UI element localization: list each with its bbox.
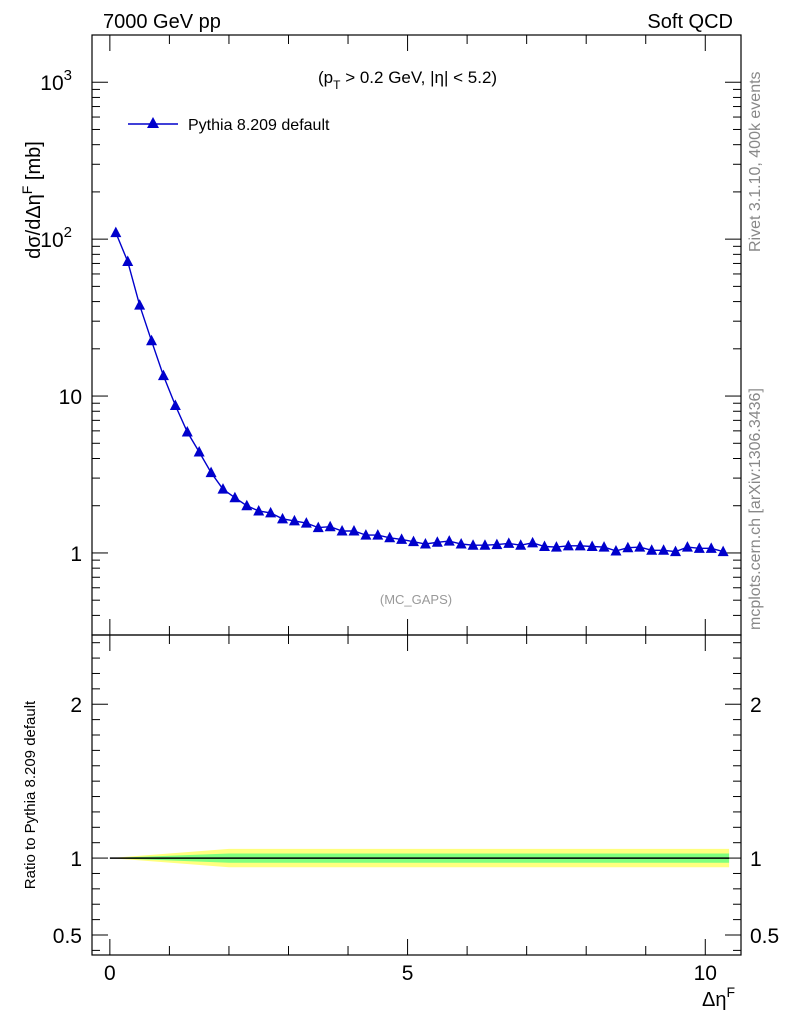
data-point: [193, 445, 205, 457]
series-line: [115, 232, 724, 553]
data-point: [372, 529, 384, 540]
data-point: [396, 533, 408, 544]
data-point: [646, 544, 658, 555]
data-point: [550, 541, 562, 552]
data-point: [217, 483, 229, 494]
ratio-y-axis-label: Ratio to Pythia 8.209 default: [22, 700, 39, 889]
main-y-tick-label: 102: [40, 224, 72, 252]
cut-annotation: (pT > 0.2 GeV, |η| < 5.2): [318, 68, 497, 92]
data-point: [705, 542, 717, 553]
data-point: [562, 539, 574, 551]
legend-label: Pythia 8.209 default: [188, 117, 330, 134]
main-panel: 1 10 102 103 dσ/dΔηF [mb] (pT > 0.2 GeV, |η…: [19, 34, 742, 636]
data-point: [610, 544, 622, 556]
data-point: [670, 545, 682, 557]
legend: Pythia 8.209 default: [128, 117, 330, 134]
x-tick-label: 5: [402, 962, 414, 985]
data-point: [515, 539, 527, 550]
data-point: [312, 521, 324, 533]
main-y-tick-label: 103: [40, 67, 72, 95]
data-point: [693, 542, 705, 553]
data-point: [622, 541, 634, 553]
header-left-label: 7000 GeV pp: [103, 11, 221, 33]
data-point: [205, 466, 217, 478]
data-point: [574, 539, 586, 551]
data-point: [169, 399, 181, 411]
legend-marker: [147, 117, 159, 128]
data-point: [658, 544, 670, 555]
analysis-tag: (MC_GAPS): [380, 592, 452, 607]
data-point: [598, 541, 610, 552]
data-point: [110, 226, 122, 238]
rivet-version-label: Rivet 3.1.10, 400k events: [747, 71, 764, 252]
main-y-axis-label: dσ/dΔηF [mb]: [19, 141, 45, 259]
ratio-y-tick-label-left: 1: [70, 848, 82, 871]
x-tick-label: 0: [104, 962, 116, 985]
ratio-y-tick-label-right: 1: [750, 848, 762, 871]
data-point: [503, 537, 515, 548]
data-point: [181, 426, 193, 437]
ratio-axis-ticks: [92, 635, 741, 955]
main-y-tick-label: 10: [59, 386, 82, 409]
data-point: [681, 541, 693, 552]
data-point: [229, 491, 241, 503]
main-series-group: [110, 226, 729, 557]
data-point: [467, 539, 479, 550]
data-point: [336, 525, 348, 536]
data-point: [122, 255, 134, 267]
data-point: [277, 512, 289, 524]
data-point: [146, 334, 158, 346]
data-point: [443, 535, 455, 546]
x-tick-labels: 0 5 10: [104, 962, 717, 985]
main-y-tick-labels: 1 10 102 103: [40, 67, 82, 566]
data-point: [241, 499, 253, 511]
data-point: [384, 531, 396, 543]
data-point: [539, 540, 551, 551]
data-point: [527, 536, 539, 548]
data-point: [419, 538, 431, 549]
main-y-tick-label: 1: [70, 543, 82, 566]
ratio-y-tick-label-right: 0.5: [750, 925, 779, 948]
x-axis-label: ΔηF: [702, 984, 735, 1011]
data-point: [288, 514, 300, 526]
data-point: [360, 529, 372, 540]
data-point: [408, 535, 420, 547]
data-point: [479, 539, 491, 550]
main-axis-ticks: [92, 34, 741, 636]
data-point: [265, 506, 277, 518]
header-right-label: Soft QCD: [647, 11, 733, 33]
data-point: [300, 517, 312, 528]
data-point: [455, 538, 467, 549]
ratio-y-tick-labels: 0.5 0.5 1 1 2 2: [53, 694, 779, 948]
ratio-panel-frame: [91, 634, 742, 956]
data-point: [157, 369, 169, 381]
data-point: [634, 541, 646, 552]
data-point: [324, 520, 336, 532]
data-point: [134, 299, 146, 310]
x-tick-label: 10: [694, 962, 717, 985]
ratio-y-tick-label-left: 2: [70, 694, 82, 717]
data-point: [253, 505, 265, 516]
data-point: [586, 540, 598, 551]
ratio-panel: 0.5 0.5 1 1 2 2 Ratio to Pythia 8.209 default: [22, 634, 779, 956]
data-point: [348, 525, 360, 536]
mcplots-label: mcplots.cern.ch [arXiv:1306.3436]: [747, 388, 764, 630]
data-point: [491, 538, 503, 550]
data-point: [717, 545, 729, 557]
data-point: [431, 536, 443, 547]
ratio-y-tick-label-left: 0.5: [53, 925, 82, 948]
ratio-y-tick-label-right: 2: [750, 694, 762, 717]
